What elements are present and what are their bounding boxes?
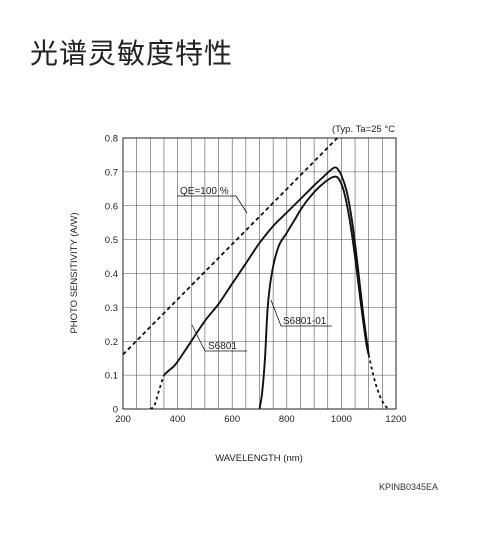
series-line-s6801 [163, 166, 370, 376]
series-dashed-end-s6801 [367, 354, 390, 410]
chart-note: (Typ. Ta=25 °C [332, 124, 395, 135]
y-tick-label: 0.7 [105, 167, 118, 178]
y-tick-label: 0.8 [105, 134, 118, 145]
x-axis-label: WAVELENGTH (nm) [215, 453, 303, 464]
annotation-underline-qe-100 [177, 195, 248, 214]
y-tick-label: 0.4 [105, 269, 118, 280]
x-tick-label: 600 [224, 414, 240, 425]
annotation-leader-s6801-01 [270, 299, 282, 327]
series-line-qe-100 [122, 137, 338, 356]
y-tick-label: 0 [113, 405, 118, 416]
annotation-label-qe-100: QE=100 % [180, 186, 229, 197]
x-tick-label: 1200 [385, 414, 406, 425]
series-dashed-start-s6801 [149, 374, 165, 410]
y-tick-label: 0.3 [105, 303, 118, 314]
chart-annotations: QE=100 % S6801 S6801-01 [177, 186, 332, 352]
page-title: 光谱灵敏度特性 [30, 37, 234, 70]
y-tick-label: 0.5 [105, 235, 118, 246]
series-line-s6801-01 [258, 175, 370, 410]
x-tick-label: 200 [115, 414, 131, 425]
x-tick-label: 400 [170, 414, 186, 425]
chart-tick-labels: 200 400 600 800 1000 1200 0 0.1 0.2 0.3 0.4 0.5 0.6 0… [105, 134, 407, 426]
annotation-label-s6801-01: S6801-01 [283, 316, 327, 327]
annotation-leader-s6801 [191, 324, 206, 352]
y-tick-label: 0.1 [105, 371, 118, 382]
y-axis-label: PHOTO SENSITIVITY (A/W) [69, 212, 80, 333]
chart-code: KPINB0345EA [379, 482, 438, 492]
x-tick-label: 1000 [331, 414, 352, 425]
y-tick-label: 0.2 [105, 337, 118, 348]
chart-series [122, 137, 390, 410]
annotation-label-s6801: S6801 [208, 341, 237, 352]
y-tick-label: 0.6 [105, 201, 118, 212]
chart-grid [122, 137, 397, 410]
x-tick-label: 800 [279, 414, 295, 425]
